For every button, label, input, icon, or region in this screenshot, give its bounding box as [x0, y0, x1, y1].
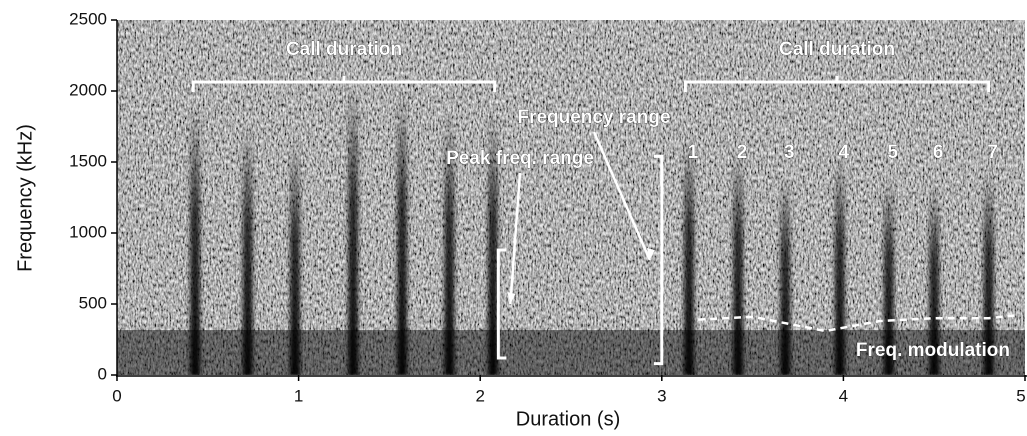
freq-modulation-line	[698, 314, 1017, 333]
frequency-range-arrowhead	[646, 247, 655, 260]
spectrogram-noise	[117, 20, 1025, 375]
y-tick-label: 1000	[69, 222, 107, 241]
x-tick-label: 0	[112, 386, 121, 405]
call-duration-label: Call duration	[779, 39, 895, 60]
peak-freq-range-bracket	[496, 248, 507, 360]
pulse-streak	[444, 112, 455, 375]
call-duration-label: Call duration	[286, 39, 402, 60]
call-duration-bracket	[683, 76, 991, 92]
pulse-number: 6	[933, 142, 944, 163]
pulse-number: 5	[888, 142, 899, 163]
freq-modulation-label: Freq. modulation	[856, 340, 1010, 361]
frequency-range-arrow	[592, 131, 651, 261]
x-tick-label: 4	[839, 386, 848, 405]
y-tick-label: 500	[79, 293, 107, 312]
x-tick-label: 3	[657, 386, 666, 405]
frequency-range-label: Frequency range	[517, 107, 670, 128]
y-tick-label: 2000	[69, 80, 107, 99]
peak-freq-range-arrow	[509, 172, 522, 305]
y-tick-label: 0	[98, 364, 107, 383]
frequency-range-bracket	[653, 154, 664, 366]
spectrogram: Call duration Call duration 1 2 3 4 5 6 7 Peak fr…	[117, 20, 1025, 375]
x-tick-label: 2	[475, 386, 484, 405]
y-tick-label: 1500	[69, 151, 107, 170]
pulse-number: 3	[784, 142, 795, 163]
pulse-streak	[487, 112, 498, 375]
pulse-streak	[883, 176, 894, 375]
pulse-number: 1	[688, 142, 699, 163]
ticks: 0 1 2 3 4 5 0 500 1000 1500 2000 2500	[69, 9, 1026, 405]
x-axis-label: Duration (s)	[516, 408, 620, 430]
call-duration-bracket	[191, 76, 497, 92]
pulse-streak	[242, 126, 253, 375]
pulse-streak	[397, 91, 408, 375]
pulse-streak	[780, 176, 791, 375]
peak-freq-range-label: Peak freq. range	[446, 148, 594, 169]
low-band	[117, 330, 1025, 375]
pulse-streak	[190, 105, 201, 375]
x-tick-label: 1	[294, 386, 303, 405]
pulse-number: 4	[838, 142, 849, 163]
peak-freq-range-arrowhead	[507, 292, 516, 304]
pulse-number: 2	[737, 142, 748, 163]
pulses	[190, 83, 994, 375]
pulse-streak	[684, 133, 695, 375]
pulse-number: 7	[987, 142, 998, 163]
x-tick-label: 5	[1016, 386, 1025, 405]
pulse-streak	[983, 169, 994, 375]
pulse-streak	[289, 140, 300, 375]
pulse-streak	[834, 154, 845, 375]
pulse-streak	[733, 147, 744, 375]
pulse-streak	[348, 83, 359, 375]
annotations: Call duration Call duration 1 2 3 4 5 6 7 Peak fr…	[191, 39, 1017, 366]
y-axis-label: Frequency (kHz)	[14, 124, 36, 272]
pulse-streak	[929, 183, 940, 375]
y-tick-label: 2500	[69, 9, 107, 28]
